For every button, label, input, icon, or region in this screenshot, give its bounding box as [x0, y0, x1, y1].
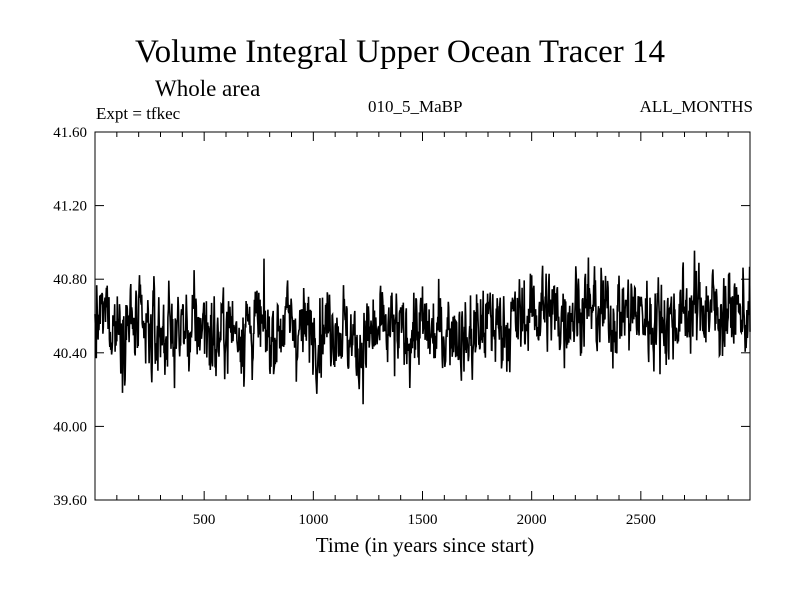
- series-line: [94, 250, 751, 405]
- y-tick-label: 41.60: [53, 125, 87, 141]
- chart-title: Volume Integral Upper Ocean Tracer 14: [135, 34, 665, 70]
- y-axis: 39.60 40.00 40.40 40.80 41.20 41.60: [53, 125, 750, 509]
- chart-subtitle: Whole area: [155, 76, 261, 101]
- x-tick-label: 2500: [626, 512, 656, 528]
- x-tick-label: 500: [193, 512, 216, 528]
- y-tick-label: 39.60: [53, 493, 87, 509]
- experiment-label: Expt = tfkec: [96, 104, 181, 123]
- x-tick-label: 1500: [408, 512, 438, 528]
- x-tick-label: 2000: [517, 512, 547, 528]
- y-tick-label: 41.20: [53, 199, 87, 215]
- y-tick-label: 40.80: [53, 272, 87, 288]
- run-label: 010_5_MaBP: [368, 97, 463, 116]
- months-label: ALL_MONTHS: [639, 97, 753, 116]
- x-axis: 500 1000 1500 2000 2500: [116, 132, 729, 528]
- y-tick-label: 40.00: [53, 419, 87, 435]
- x-tick-label: 1000: [298, 512, 328, 528]
- x-axis-label: Time (in years since start): [316, 533, 535, 557]
- y-tick-label: 40.40: [53, 346, 87, 362]
